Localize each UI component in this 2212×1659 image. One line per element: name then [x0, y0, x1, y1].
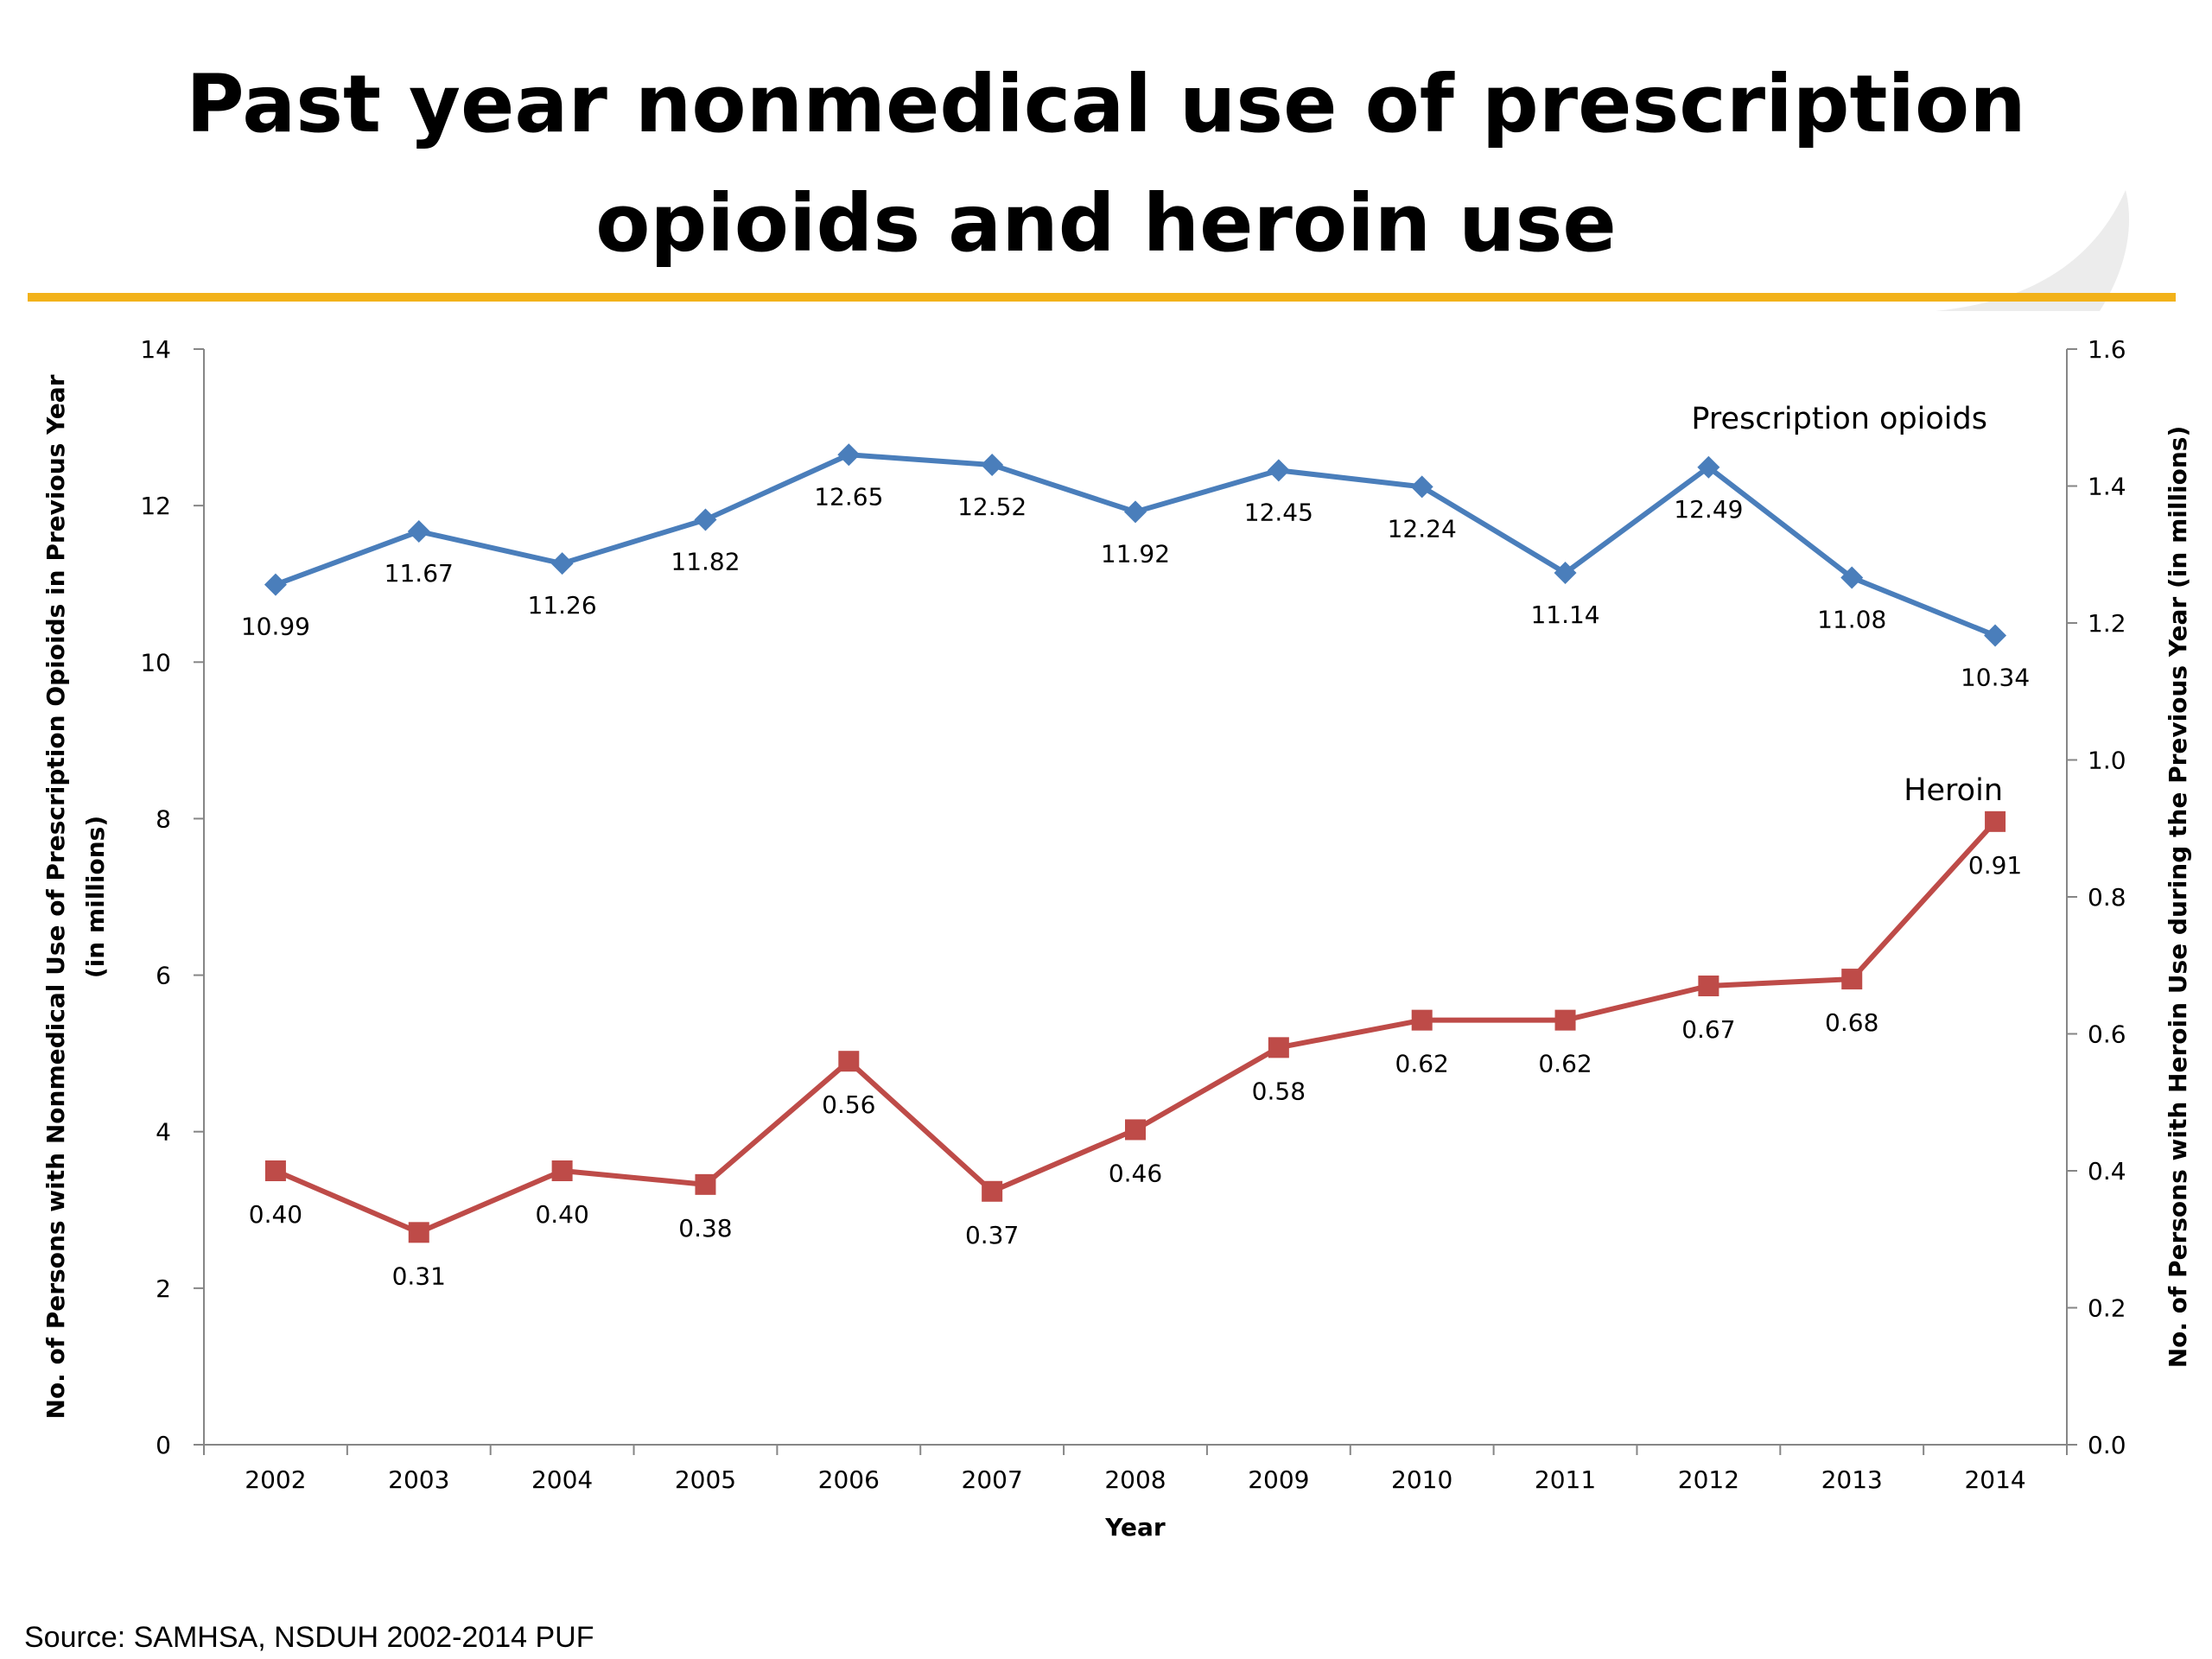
- heroin-point-marker: [838, 1051, 860, 1072]
- heroin-point-marker: [695, 1173, 716, 1195]
- heroin-data-label: 0.67: [1681, 1015, 1735, 1044]
- x-tick-label: 2005: [675, 1465, 736, 1494]
- right-y-tick-label: 0.6: [2088, 1020, 2126, 1049]
- x-tick-label: 2003: [388, 1465, 449, 1494]
- opioids-point-marker: [981, 454, 1004, 477]
- heroin-data-label: 0.56: [822, 1090, 875, 1119]
- decorative-swoosh: [1936, 190, 2130, 311]
- heroin-point-marker: [1125, 1119, 1146, 1141]
- title-line-2: opioids and heroin use: [595, 177, 1617, 270]
- right-y-axis-title: No. of Persons with Heroin Use during th…: [2164, 426, 2192, 1369]
- heroin-point-marker: [408, 1222, 429, 1243]
- left-y-tick-label: 14: [140, 335, 171, 364]
- heroin-data-label: 0.62: [1395, 1050, 1449, 1078]
- right-y-tick-label: 1.6: [2088, 335, 2126, 364]
- heroin-point-marker: [1268, 1037, 1289, 1058]
- heroin-data-label: 0.46: [1109, 1159, 1162, 1187]
- opioids-data-label: 11.67: [385, 559, 454, 588]
- heroin-data-label: 0.31: [392, 1262, 446, 1290]
- x-tick-label: 2008: [1104, 1465, 1166, 1494]
- right-y-tick-label: 0.2: [2088, 1294, 2126, 1323]
- opioids-point-marker: [1840, 566, 1864, 589]
- x-tick-label: 2007: [962, 1465, 1023, 1494]
- x-tick-label: 2011: [1535, 1465, 1596, 1494]
- opioids-point-marker: [837, 443, 861, 467]
- heroin-data-label: 0.68: [1825, 1008, 1878, 1037]
- opioids-point-marker: [550, 552, 574, 575]
- x-axis-title: Year: [1104, 1513, 1166, 1541]
- heroin-data-label: 0.37: [965, 1221, 1019, 1249]
- right-y-tick-label: 0.4: [2088, 1157, 2126, 1185]
- opioids-data-label: 12.24: [1388, 514, 1457, 543]
- opioids-data-label: 10.99: [241, 613, 310, 641]
- opioids-data-label: 12.65: [814, 482, 883, 511]
- opioids-point-marker: [264, 573, 287, 596]
- opioids-data-label: 11.26: [528, 591, 597, 620]
- opioids-point-marker: [1124, 500, 1147, 524]
- heroin-data-label: 0.58: [1252, 1077, 1306, 1105]
- heroin-point-marker: [1554, 1009, 1576, 1031]
- left-y-tick-label: 6: [156, 962, 171, 990]
- opioids-point-marker: [694, 508, 717, 531]
- opioids-point-marker: [1984, 624, 2007, 647]
- series-label-prescription-opioids: Prescription opioids: [1691, 402, 1987, 436]
- heroin-point-marker: [264, 1160, 286, 1181]
- title-underline-rule: [28, 293, 2176, 302]
- opioids-data-label: 11.82: [671, 547, 740, 575]
- heroin-data-label: 0.62: [1538, 1050, 1592, 1078]
- heroin-point-marker: [1411, 1009, 1433, 1031]
- heroin-data-label: 0.38: [678, 1214, 732, 1243]
- right-y-tick-label: 0.8: [2088, 883, 2126, 912]
- heroin-point-marker: [551, 1160, 573, 1181]
- left-y-tick-label: 0: [156, 1431, 171, 1459]
- x-tick-label: 2009: [1248, 1465, 1309, 1494]
- heroin-data-label: 0.40: [535, 1200, 588, 1229]
- opioids-data-label: 12.49: [1674, 495, 1743, 524]
- x-tick-label: 2002: [245, 1465, 306, 1494]
- heroin-data-label: 0.40: [249, 1200, 302, 1229]
- opioids-point-marker: [1410, 475, 1433, 499]
- right-y-tick-label: 0.0: [2088, 1431, 2126, 1459]
- left-y-axis-title-line-2: (in millions): [81, 816, 110, 978]
- opioids-point-marker: [1267, 459, 1290, 482]
- opioids-data-label: 10.34: [1961, 663, 2030, 691]
- left-y-tick-label: 8: [156, 804, 171, 833]
- x-tick-label: 2010: [1391, 1465, 1452, 1494]
- x-tick-label: 2012: [1678, 1465, 1739, 1494]
- dual-axis-line-chart: 0 2 4 6 8 10 12 14 0.0 0.2 0.4 0.6 0.8 1.0 1.2 1.4 1.6 20…: [41, 335, 2192, 1541]
- left-y-tick-label: 2: [156, 1274, 171, 1303]
- heroin-point-marker: [982, 1180, 1003, 1202]
- left-y-tick-label: 4: [156, 1118, 171, 1147]
- heroin-data-label: 0.91: [1968, 851, 2022, 880]
- x-tick-label: 2013: [1821, 1465, 1883, 1494]
- opioids-data-label: 11.08: [1817, 605, 1886, 633]
- opioids-data-label: 11.92: [1101, 539, 1170, 568]
- left-y-tick-label: 12: [140, 492, 171, 520]
- left-y-tick-label: 10: [140, 648, 171, 677]
- left-y-axis-title-line-1: No. of Persons with Nonmedical Use of Pr…: [41, 374, 70, 1419]
- x-tick-label: 2014: [1964, 1465, 2025, 1494]
- x-tick-label: 2004: [531, 1465, 593, 1494]
- opioids-point-marker: [1554, 562, 1577, 585]
- opioids-data-label: 11.14: [1530, 601, 1599, 629]
- opioids-point-marker: [407, 520, 430, 543]
- opioids-data-label: 12.52: [957, 493, 1027, 521]
- heroin-point-marker: [1985, 810, 2006, 832]
- right-y-tick-label: 1.0: [2088, 747, 2126, 775]
- opioids-point-marker: [1697, 455, 1720, 479]
- heroin-point-marker: [1841, 969, 1863, 990]
- x-tick-label: 2006: [818, 1465, 880, 1494]
- heroin-point-marker: [1698, 976, 1719, 997]
- right-y-tick-label: 1.4: [2088, 473, 2126, 501]
- opioids-data-label: 12.45: [1244, 498, 1313, 526]
- slide-title: Past year nonmedical use of prescription…: [173, 45, 2039, 283]
- source-note: Source: SAMHSA, NSDUH 2002-2014 PUF: [24, 1621, 594, 1654]
- right-y-tick-label: 1.2: [2088, 609, 2126, 638]
- title-line-1: Past year nonmedical use of prescription: [186, 58, 2026, 150]
- series-label-heroin: Heroin: [1904, 773, 2003, 808]
